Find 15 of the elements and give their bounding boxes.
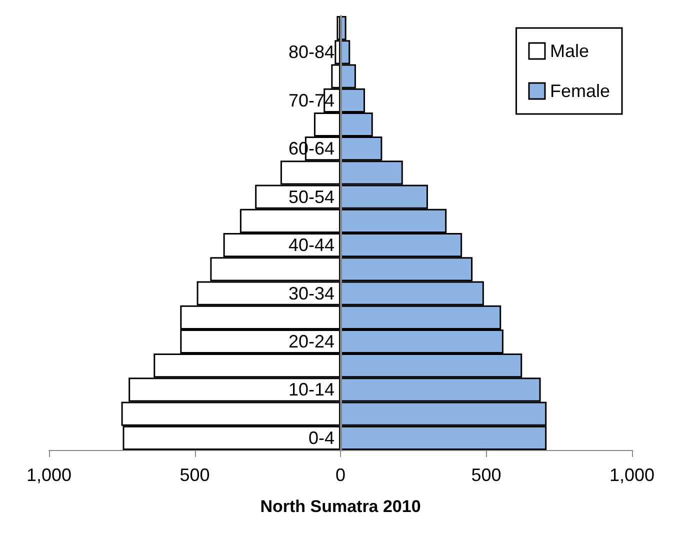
y-tick-label: 0-4 bbox=[308, 428, 334, 448]
x-tick-label: 1,000 bbox=[26, 465, 72, 485]
y-tick-label: 50-54 bbox=[288, 186, 334, 207]
legend-label: Female bbox=[550, 81, 610, 101]
y-tick-label: 80-84 bbox=[288, 42, 334, 62]
x-tick-label: 1,000 bbox=[609, 465, 655, 485]
y-tick-label: 10-14 bbox=[288, 380, 334, 400]
x-tick-label: 500 bbox=[180, 465, 210, 485]
y-tick-label: 40-44 bbox=[288, 235, 334, 256]
legend-label: Male bbox=[550, 41, 589, 61]
y-tick-label: 20-24 bbox=[288, 332, 334, 352]
x-tick-label: 0 bbox=[335, 465, 346, 485]
y-tick-label: 30-34 bbox=[288, 283, 334, 304]
x-tick-label: 500 bbox=[471, 465, 502, 485]
x-axis-title: North Sumatra 2010 bbox=[260, 497, 421, 516]
